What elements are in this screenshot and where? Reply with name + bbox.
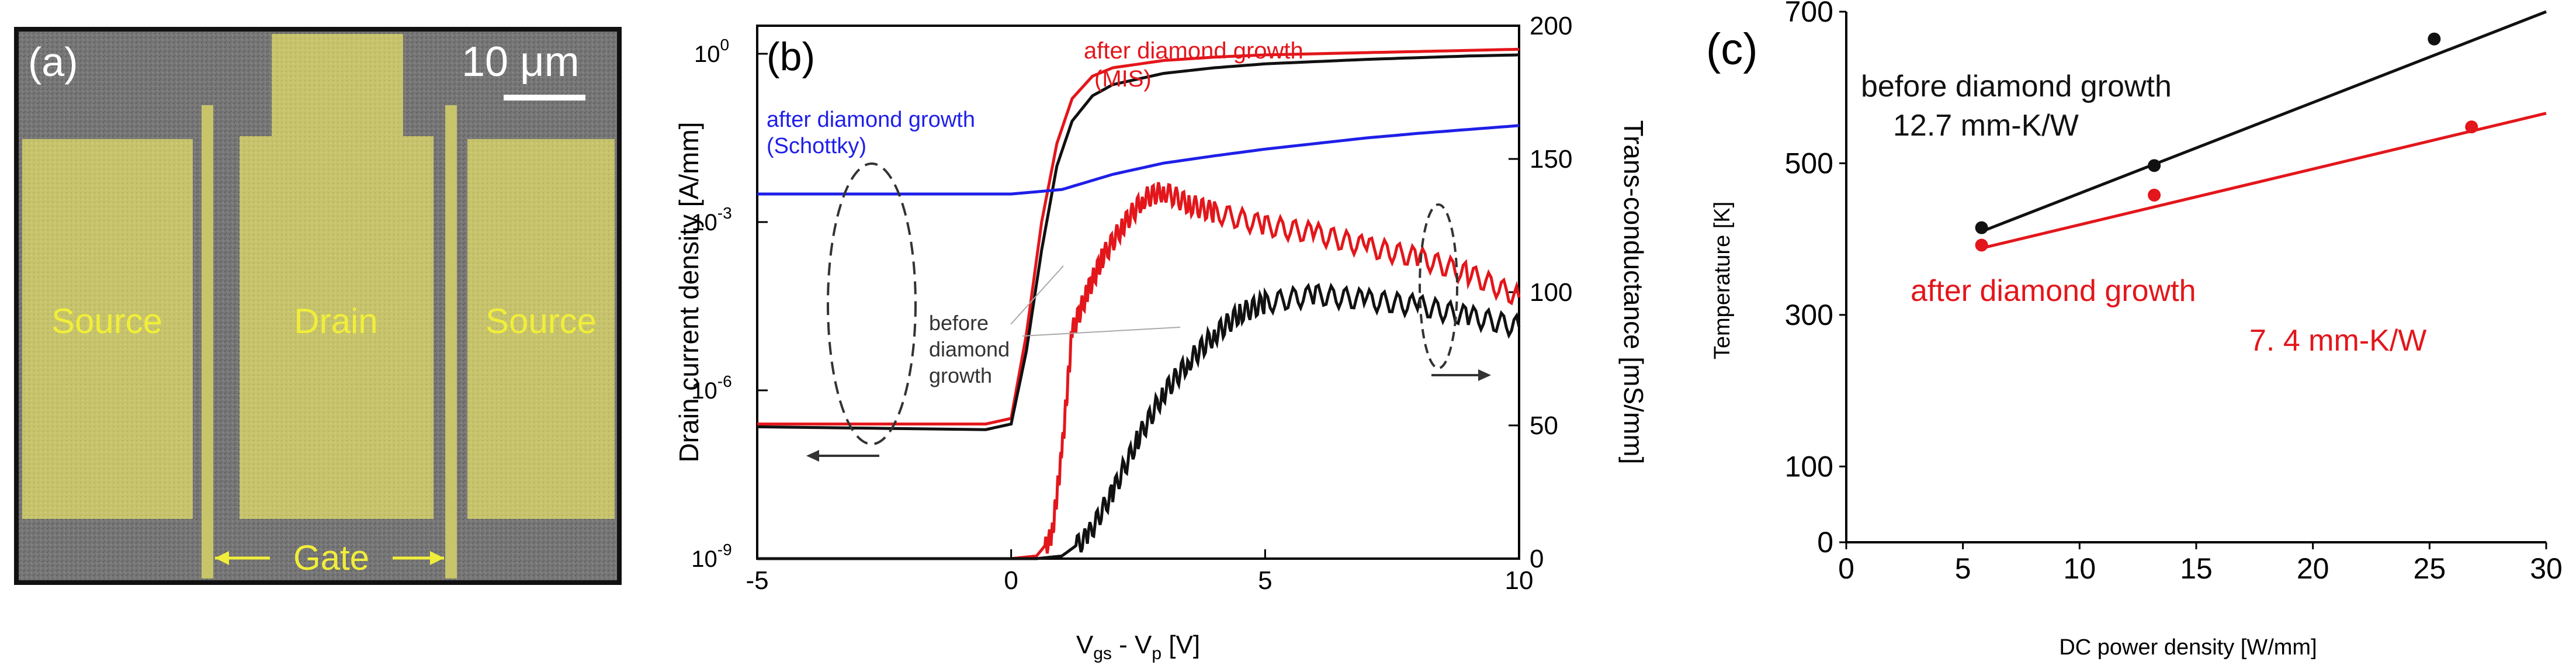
panel-b-xlabel: Vgs - Vp [V] bbox=[1076, 631, 1200, 663]
panel-b-xtick-label: 5 bbox=[1258, 566, 1272, 595]
annot-before-leader-2 bbox=[1022, 327, 1181, 337]
panel-c-ytick-label: 0 bbox=[1817, 526, 1833, 559]
gate-finger-left bbox=[202, 105, 213, 579]
panel-b-ytick-left-label: 10-9 bbox=[691, 541, 731, 572]
source-right-label: Source bbox=[486, 302, 597, 341]
panel-c-point-1 bbox=[2148, 188, 2161, 202]
panel-b-ytick-left-label: 10-6 bbox=[691, 372, 731, 404]
panel-c-fit-line-1 bbox=[1981, 112, 2547, 250]
annot-after-schottky-1: after diamond growth bbox=[767, 108, 975, 132]
panel-c-point-0 bbox=[1975, 221, 1988, 234]
panel-b-ytick-right-label: 50 bbox=[1530, 411, 1558, 440]
panel-b-ytick-right-label: 150 bbox=[1530, 145, 1572, 174]
gate-arrowhead-right bbox=[430, 551, 444, 565]
panel-c-fit-line-0 bbox=[1981, 10, 2547, 233]
panel-b-ytick-right-label: 0 bbox=[1530, 545, 1544, 573]
annot-before-3: growth bbox=[929, 363, 992, 387]
panel-c-series bbox=[1975, 10, 2547, 252]
annot-after-value: 7. 4 mm-K/W bbox=[2249, 324, 2426, 358]
panel-b-series-line-4 bbox=[757, 282, 1521, 560]
panel-b-chart: (b) Drain current density [A/mm] Trans-c… bbox=[674, 12, 1649, 663]
panel-b-xtick-label: -5 bbox=[746, 566, 768, 595]
scalebar-label: 10 μm bbox=[462, 39, 580, 85]
panel-c-xtick-label: 5 bbox=[1955, 552, 1971, 585]
panel-b-ylabel-left: Drain current density [A/mm] bbox=[674, 122, 704, 463]
right-axis-ellipse bbox=[1419, 203, 1458, 369]
drain-label: Drain bbox=[294, 302, 377, 341]
panel-a-label: (a) bbox=[28, 39, 78, 85]
annot-after-schottky-2: (Schottky) bbox=[767, 134, 866, 158]
panel-c-point-0 bbox=[2428, 32, 2441, 46]
drain-pad bbox=[240, 136, 434, 519]
source-right-pad bbox=[467, 139, 615, 519]
panel-c-xtick-label: 25 bbox=[2414, 552, 2446, 585]
panel-c-ylabel: Temperature [K] bbox=[1710, 202, 1735, 359]
panel-c-point-1 bbox=[2465, 120, 2478, 134]
gate-arrowhead-left bbox=[215, 551, 229, 565]
panel-c-xtick-label: 0 bbox=[1838, 552, 1854, 585]
panel-a-micrograph: (a) 10 μm Source Drain Source Gate bbox=[14, 27, 622, 585]
panel-b-ylabel-right: Trans-conductance [mS/mm] bbox=[1618, 120, 1649, 465]
left-axis-arrowhead bbox=[806, 450, 819, 462]
panel-c-xtick-label: 30 bbox=[2530, 552, 2563, 585]
source-left-label: Source bbox=[51, 302, 162, 341]
panel-c-ytick-label: 700 bbox=[1785, 0, 1833, 28]
panel-b-ytick-left-label: 100 bbox=[694, 36, 729, 67]
annot-before-growth: before diamond growth bbox=[1861, 70, 2172, 103]
panel-b-ytick-right-label: 200 bbox=[1530, 12, 1572, 40]
annot-after-mis-1: after diamond growth bbox=[1084, 38, 1303, 64]
annot-before-2: diamond bbox=[929, 337, 1010, 361]
drain-contact-tab bbox=[272, 34, 403, 136]
right-axis-arrowhead bbox=[1478, 369, 1491, 381]
panel-c-xtick-label: 10 bbox=[2064, 552, 2096, 585]
panel-c-xlabel: DC power density [W/mm] bbox=[2059, 635, 2317, 660]
gate-finger-right bbox=[445, 105, 457, 579]
left-axis-ellipse bbox=[827, 162, 917, 445]
panel-c-xtick-label: 20 bbox=[2297, 552, 2329, 585]
scalebar bbox=[504, 95, 585, 101]
panel-b-series-line-2 bbox=[757, 124, 1520, 196]
panel-c-point-0 bbox=[2148, 159, 2161, 172]
annot-before-leader-1 bbox=[1010, 265, 1064, 325]
panel-b-label: (b) bbox=[767, 34, 815, 79]
panel-c-ytick-label: 100 bbox=[1785, 450, 1833, 483]
panel-b-frame bbox=[756, 25, 1520, 560]
panel-b-xtick-label: 10 bbox=[1505, 566, 1534, 595]
panel-b-ytick-left-label: 10-3 bbox=[691, 204, 731, 235]
annot-before-1: before bbox=[929, 311, 989, 335]
panel-c-chart: (c) Temperature [K] DC power density [W/… bbox=[1706, 0, 2563, 660]
gate-label: Gate bbox=[293, 538, 369, 577]
panel-b-ytick-right-label: 100 bbox=[1530, 278, 1572, 307]
panel-b-series bbox=[757, 47, 1521, 560]
panel-c-xtick-label: 15 bbox=[2180, 552, 2213, 585]
panel-b-series-line-1 bbox=[757, 53, 1520, 431]
panel-b-series-line-3 bbox=[757, 182, 1521, 560]
panel-c-ytick-label: 300 bbox=[1785, 299, 1833, 331]
panel-b-series-line-0 bbox=[757, 47, 1520, 426]
panel-c-point-1 bbox=[1975, 238, 1988, 252]
annot-after-growth: after diamond growth bbox=[1911, 274, 2196, 308]
panel-b-xtick-label: 0 bbox=[1004, 566, 1018, 595]
annot-before-value: 12.7 mm-K/W bbox=[1893, 109, 2079, 143]
panel-c-label: (c) bbox=[1706, 25, 1758, 74]
source-left-pad bbox=[22, 139, 193, 519]
panel-b-ticks: -5 0 5 10 10-9 10-6 10-3 100 0 50 100 150 200 bbox=[691, 12, 1572, 595]
panel-c-ytick-label: 500 bbox=[1785, 147, 1833, 179]
annot-after-mis-2: (MIS) bbox=[1094, 66, 1152, 92]
